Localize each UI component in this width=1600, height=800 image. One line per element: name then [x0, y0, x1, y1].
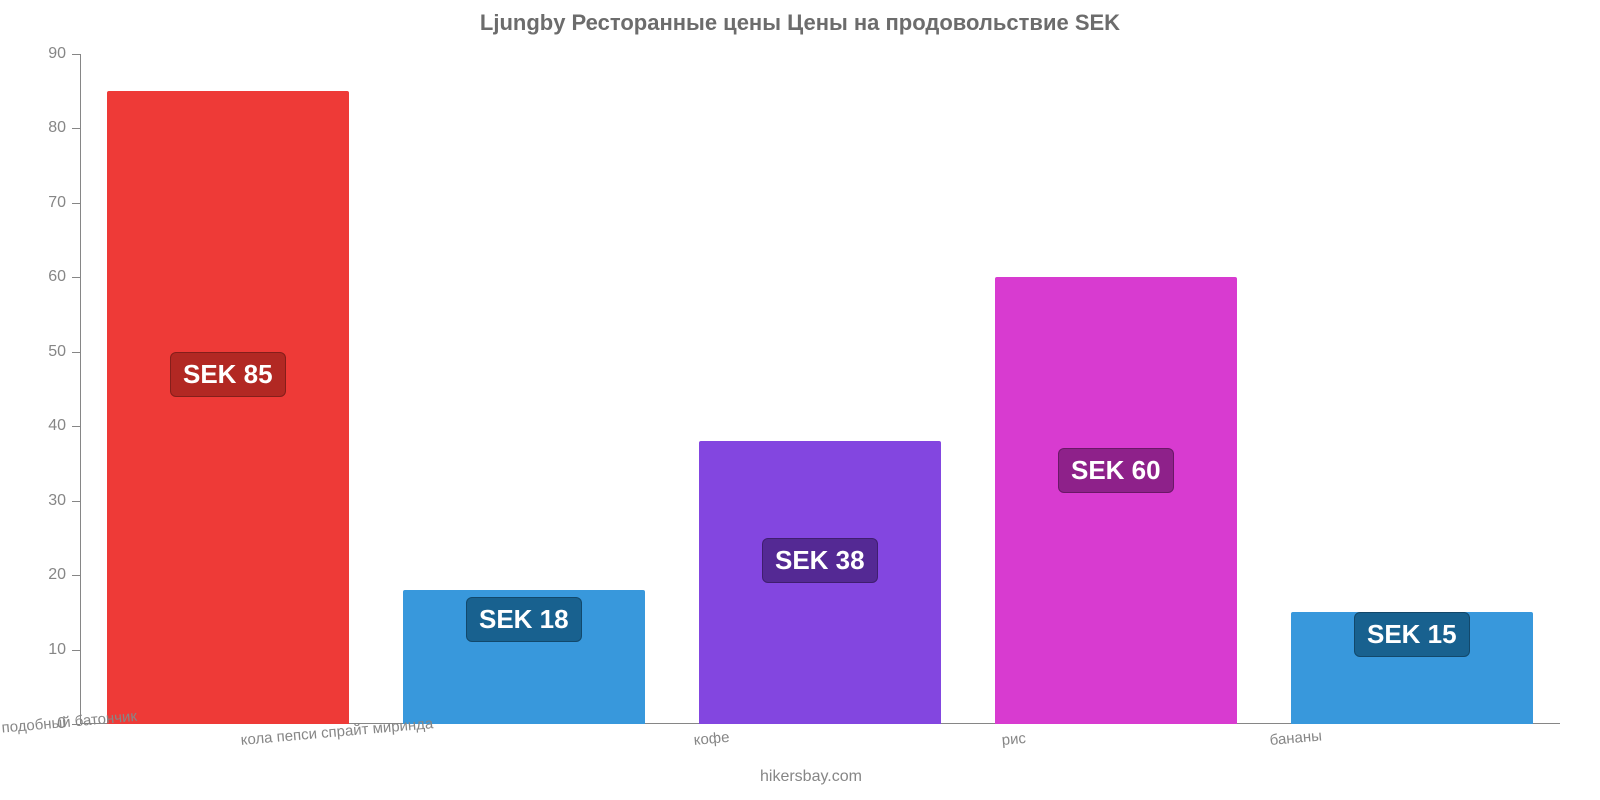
y-tick-label: 90 — [20, 45, 66, 63]
value-badge: SEK 60 — [1058, 448, 1174, 493]
y-tick-label: 50 — [20, 343, 66, 361]
y-tick — [72, 650, 80, 651]
y-tick-label: 10 — [20, 641, 66, 659]
y-tick — [72, 575, 80, 576]
y-tick — [72, 203, 80, 204]
y-tick-label: 30 — [20, 492, 66, 510]
y-tick — [72, 128, 80, 129]
chart-title: Ljungby Ресторанные цены Цены на продово… — [0, 10, 1600, 36]
bar — [107, 91, 350, 724]
category-label: кофе — [693, 729, 730, 749]
value-badge: SEK 38 — [762, 538, 878, 583]
y-tick-label: 60 — [20, 268, 66, 286]
category-label: mac burger king или подобный батончик — [0, 708, 137, 749]
value-badge: SEK 15 — [1354, 612, 1470, 657]
y-tick — [72, 426, 80, 427]
category-label: рис — [1001, 730, 1027, 749]
value-badge: SEK 85 — [170, 352, 286, 397]
y-tick — [72, 277, 80, 278]
bar — [995, 277, 1238, 724]
plot-area: 0102030405060708090SEK 85mac burger king… — [80, 54, 1560, 724]
y-tick-label: 70 — [20, 194, 66, 212]
credit-text: hikersbay.com — [760, 768, 862, 786]
y-tick-label: 20 — [20, 566, 66, 584]
y-tick-label: 40 — [20, 417, 66, 435]
y-tick — [72, 501, 80, 502]
category-label: бананы — [1269, 727, 1323, 748]
y-tick-label: 80 — [20, 119, 66, 137]
chart-container: Ljungby Ресторанные цены Цены на продово… — [0, 0, 1600, 800]
value-badge: SEK 18 — [466, 597, 582, 642]
y-axis-line — [80, 54, 81, 724]
y-tick — [72, 54, 80, 55]
y-tick — [72, 352, 80, 353]
